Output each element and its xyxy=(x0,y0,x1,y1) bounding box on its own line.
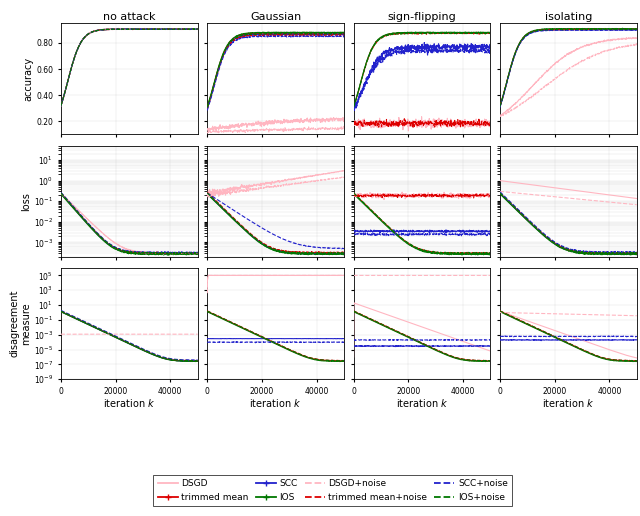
X-axis label: iteration $k$: iteration $k$ xyxy=(542,397,595,409)
X-axis label: iteration $k$: iteration $k$ xyxy=(103,397,156,409)
Y-axis label: accuracy: accuracy xyxy=(24,57,33,101)
Y-axis label: loss: loss xyxy=(21,192,31,211)
Title: isolating: isolating xyxy=(545,12,592,22)
Y-axis label: disagreement
measure: disagreement measure xyxy=(10,290,31,358)
Title: Gaussian: Gaussian xyxy=(250,12,301,22)
X-axis label: iteration $k$: iteration $k$ xyxy=(250,397,301,409)
Legend: DSGD, trimmed mean, SCC, IOS, DSGD+noise, trimmed mean+noise, SCC+noise, IOS+noi: DSGD, trimmed mean, SCC, IOS, DSGD+noise… xyxy=(153,475,513,506)
X-axis label: iteration $k$: iteration $k$ xyxy=(396,397,448,409)
Title: sign-flipping: sign-flipping xyxy=(388,12,456,22)
Title: no attack: no attack xyxy=(103,12,156,22)
